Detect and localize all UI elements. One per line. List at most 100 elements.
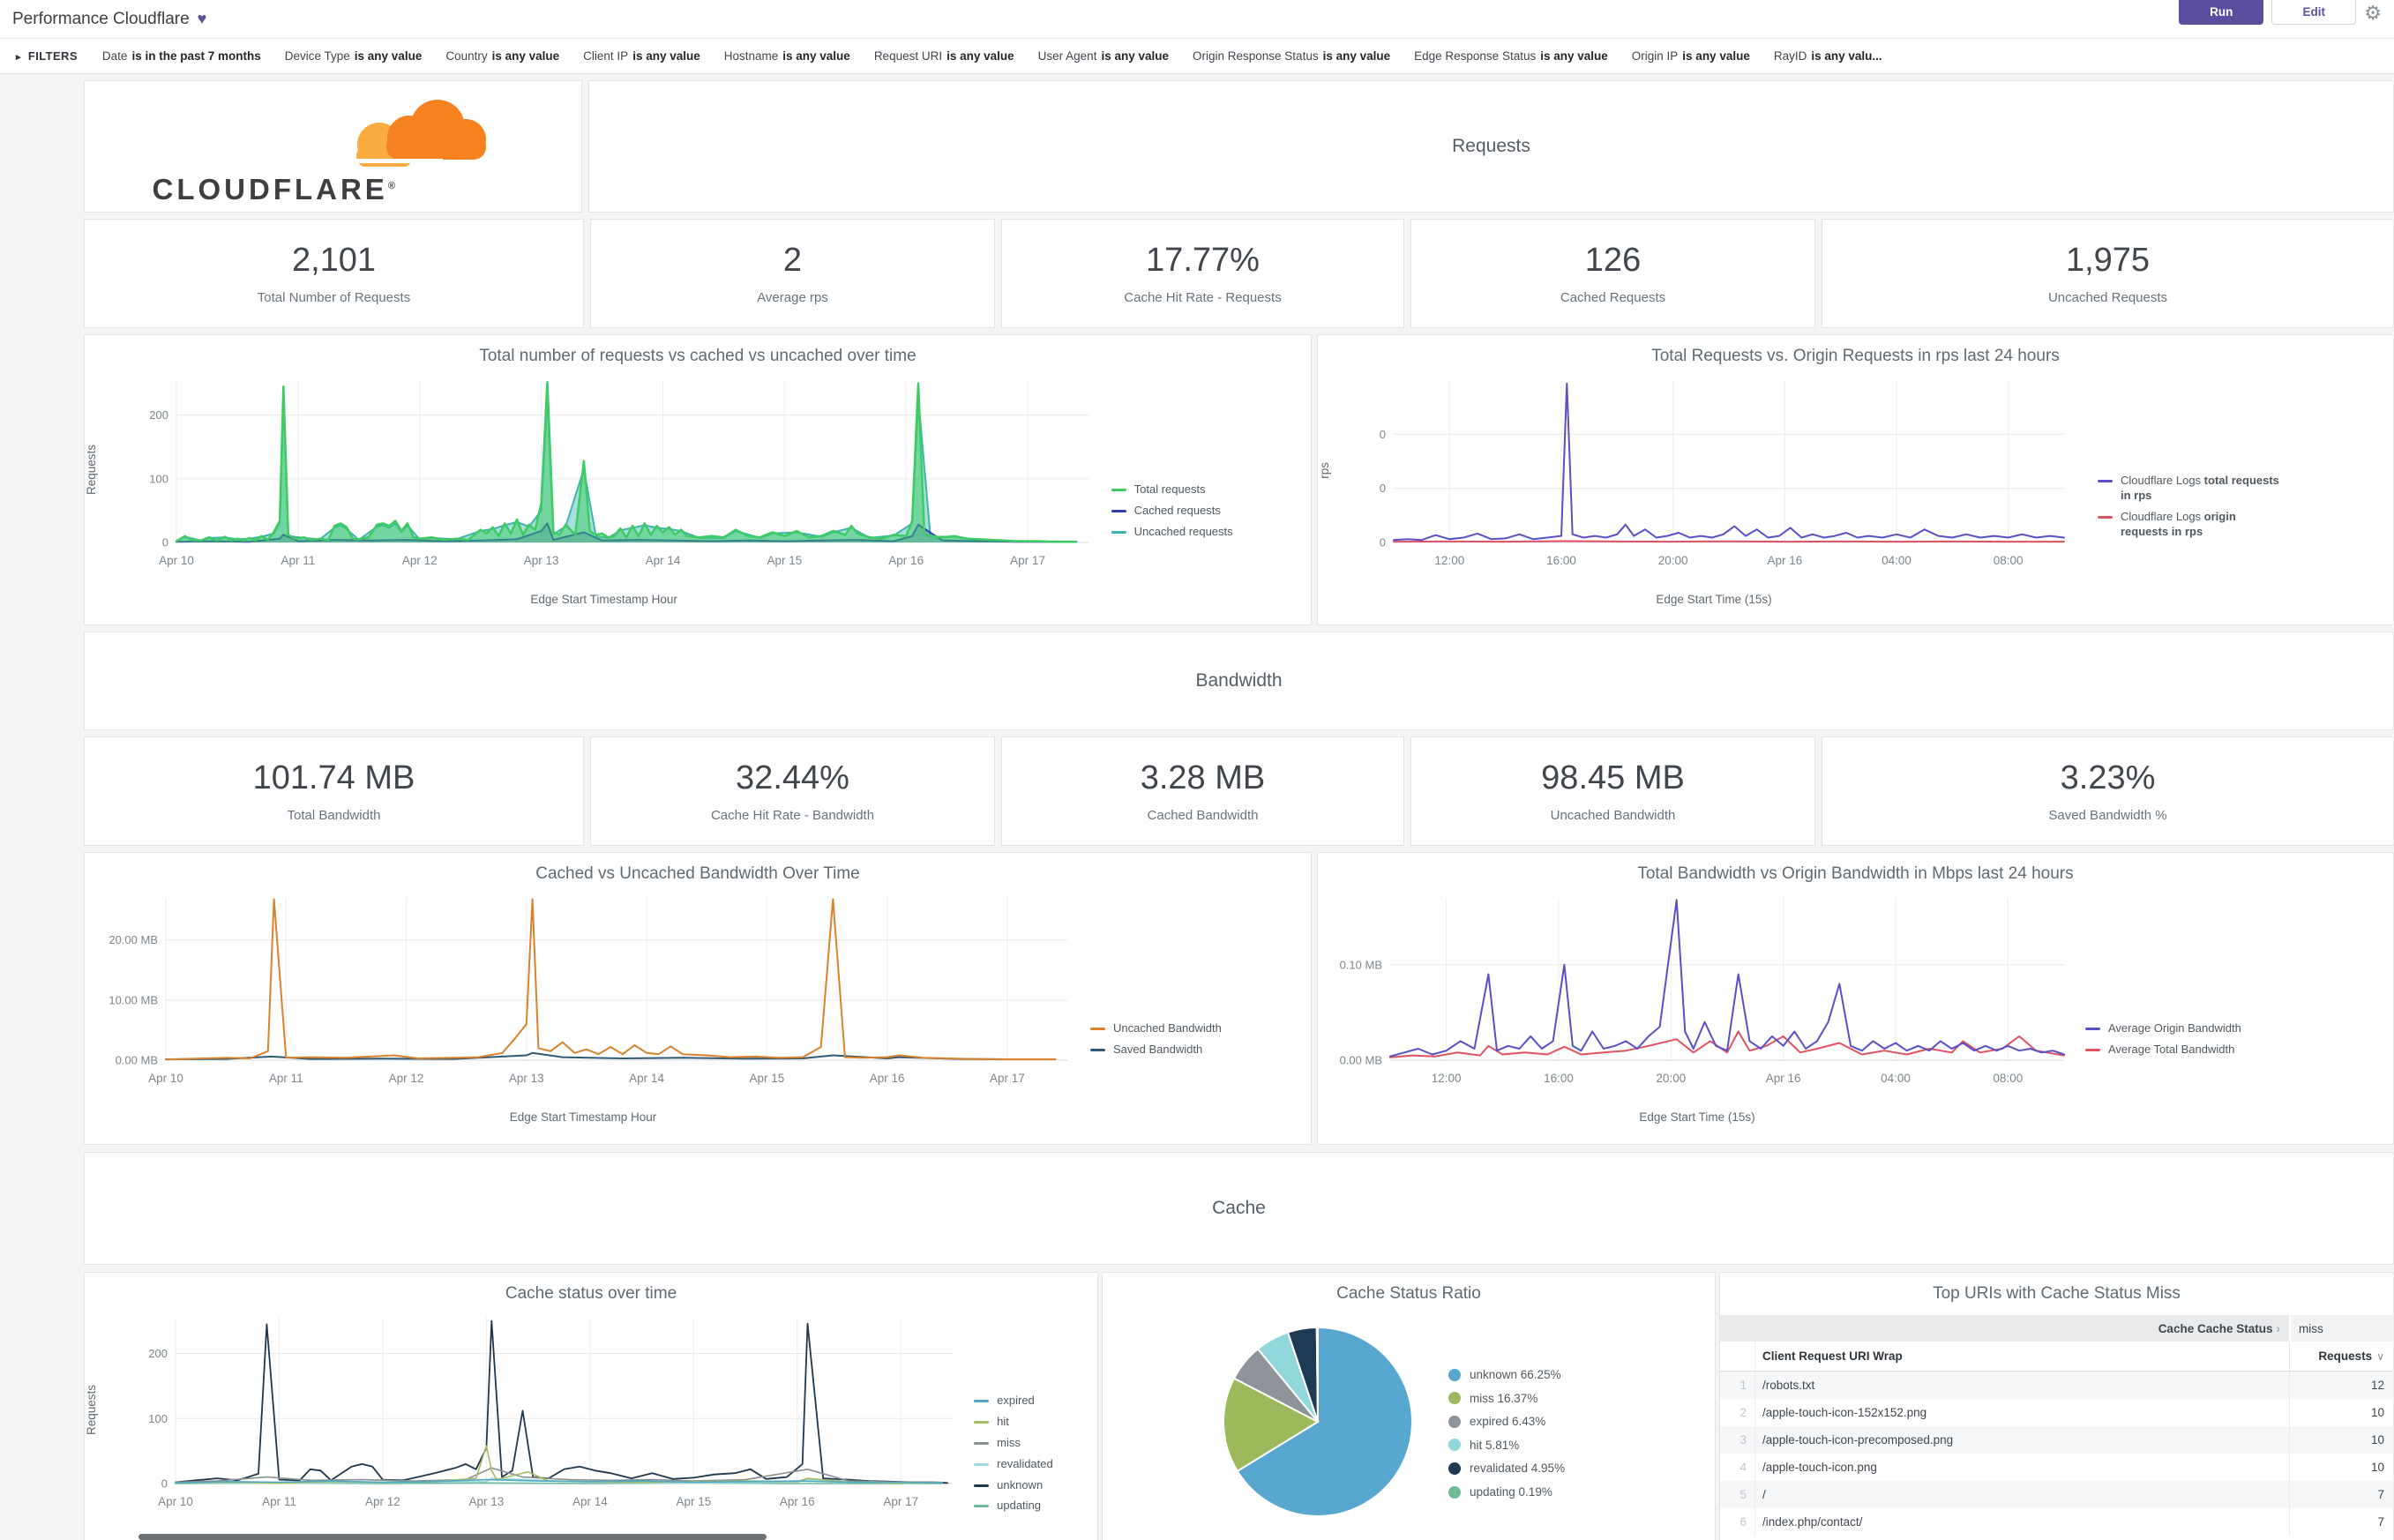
legend-item[interactable]: updating 0.19% bbox=[1448, 1484, 1565, 1500]
legend-item[interactable]: miss 16.37% bbox=[1448, 1391, 1565, 1407]
legend-item[interactable]: updating bbox=[974, 1499, 1097, 1514]
kpi-label: Cache Hit Rate - Requests bbox=[1124, 290, 1282, 305]
kpi-value: 3.28 MB bbox=[1140, 759, 1266, 796]
filter-rayid[interactable]: RayID is any valu... bbox=[1773, 49, 1882, 63]
legend-item[interactable]: unknown bbox=[974, 1478, 1097, 1493]
chart-title: Cache Status Ratio bbox=[1336, 1284, 1481, 1303]
svg-text:0: 0 bbox=[161, 536, 168, 549]
svg-text:12:00: 12:00 bbox=[1432, 1072, 1462, 1085]
row-number-column-header bbox=[1720, 1342, 1755, 1371]
svg-text:0.00 MB: 0.00 MB bbox=[1340, 1054, 1382, 1067]
table-row[interactable]: 4 /apple-touch-icon.png 10 bbox=[1720, 1454, 2393, 1481]
legend-item[interactable]: Uncached Bandwidth bbox=[1090, 1021, 1298, 1036]
x-axis-label: Edge Start Timestamp Hour bbox=[530, 593, 677, 606]
y-axis-label: Requests bbox=[85, 1385, 98, 1436]
row-number: 3 bbox=[1720, 1426, 1755, 1454]
horizontal-scrollbar[interactable] bbox=[138, 1534, 767, 1540]
legend-label: Average Origin Bandwidth bbox=[2108, 1021, 2241, 1035]
legend-swatch bbox=[974, 1505, 990, 1508]
chart-canvas: 12:00 16:00 20:00 Apr 16 04:00 08:00 0.00 MB 0.… bbox=[1340, 898, 2065, 1085]
kpi-value: 101.74 MB bbox=[252, 759, 415, 796]
svg-text:08:00: 08:00 bbox=[1993, 1072, 2023, 1085]
legend-label: updating 0.19% bbox=[1470, 1484, 1552, 1499]
legend-item[interactable]: Uncached requests bbox=[1111, 525, 1311, 540]
pie-legend: unknown 66.25% miss 16.37% expired 6.43% hi… bbox=[1448, 1307, 1565, 1507]
legend-item[interactable]: Cached requests bbox=[1111, 504, 1311, 519]
legend-item[interactable]: Average Total Bandwidth bbox=[2085, 1043, 2284, 1058]
legend-item[interactable]: Average Origin Bandwidth bbox=[2085, 1021, 2284, 1036]
kpi-saved-bandwidth-pct: 3.23% Saved Bandwidth % bbox=[1822, 736, 2394, 846]
filter-origin-ip[interactable]: Origin IP is any value bbox=[1631, 49, 1750, 63]
x-axis-label: Edge Start Time (15s) bbox=[1639, 1110, 1755, 1124]
requests-column-header[interactable]: Requests ∨ bbox=[2289, 1342, 2393, 1371]
svg-text:Apr 15: Apr 15 bbox=[749, 1072, 784, 1085]
chart-canvas: Apr 10 Apr 11 Apr 12 Apr 13 Apr 14 Apr 15 Apr … bbox=[149, 380, 1089, 567]
uri-column-header[interactable]: Client Request URI Wrap bbox=[1762, 1349, 1903, 1363]
cloudflare-cloud-icon bbox=[348, 99, 486, 171]
svg-text:Apr 14: Apr 14 bbox=[645, 554, 680, 567]
legend-label: miss bbox=[997, 1435, 1021, 1449]
kpi-value: 2 bbox=[782, 242, 803, 279]
filter-hostname[interactable]: Hostname is any value bbox=[723, 49, 850, 63]
svg-text:0: 0 bbox=[161, 1477, 168, 1491]
gear-icon[interactable]: ⚙ bbox=[2364, 2, 2382, 24]
logo-tile: CLOUDFLARE® bbox=[84, 80, 582, 213]
table-title: Top URIs with Cache Status Miss bbox=[1933, 1284, 2181, 1303]
filter-date[interactable]: Date is in the past 7 months bbox=[101, 49, 261, 63]
svg-text:Apr 10: Apr 10 bbox=[148, 1072, 183, 1085]
table-row[interactable]: 1 /robots.txt 12 bbox=[1720, 1372, 2393, 1399]
legend-swatch bbox=[1111, 489, 1126, 491]
table-row[interactable]: 5 / 7 bbox=[1720, 1481, 2393, 1508]
filter-user-agent[interactable]: User Agent is any value bbox=[1037, 49, 1169, 63]
filters-toggle[interactable]: ▸ FILTERS bbox=[16, 49, 78, 63]
kpi-label: Cache Hit Rate - Bandwidth bbox=[710, 808, 875, 823]
legend-item[interactable]: Total requests bbox=[1111, 482, 1311, 497]
filter-country[interactable]: Country is any value bbox=[445, 49, 560, 63]
legend-item[interactable]: hit 5.81% bbox=[1448, 1438, 1565, 1454]
pivot-header[interactable]: Cache Cache Status › bbox=[2158, 1321, 2280, 1335]
filter-device-type[interactable]: Device Type is any value bbox=[284, 49, 423, 63]
kpi-label: Cached Bandwidth bbox=[1147, 808, 1259, 823]
svg-text:0.00 MB: 0.00 MB bbox=[116, 1054, 158, 1067]
filter-client-ip[interactable]: Client IP is any value bbox=[583, 49, 700, 63]
legend-item[interactable]: Cloudflare Logs total requests in rps bbox=[2098, 474, 2287, 504]
row-requests: 10 bbox=[2289, 1399, 2393, 1426]
legend-item[interactable]: revalidated bbox=[974, 1457, 1097, 1472]
legend-item[interactable]: expired bbox=[974, 1394, 1097, 1409]
page-title: Performance Cloudflare bbox=[12, 9, 190, 28]
legend-swatch bbox=[1448, 1485, 1461, 1499]
header-actions: Run Edit ⚙ bbox=[2179, 0, 2382, 25]
filter-request-uri[interactable]: Request URI is any value bbox=[873, 49, 1014, 63]
legend-swatch bbox=[1448, 1392, 1461, 1405]
legend-swatch bbox=[974, 1420, 990, 1424]
row-uri: /index.php/contact/ bbox=[1762, 1515, 1863, 1529]
kpi-label: Saved Bandwidth % bbox=[2048, 808, 2167, 823]
legend-item[interactable]: hit bbox=[974, 1415, 1097, 1430]
filter-edge-response-status[interactable]: Edge Response Status is any value bbox=[1414, 49, 1608, 63]
edit-button[interactable]: Edit bbox=[2271, 0, 2357, 25]
kpi-value: 3.23% bbox=[2060, 759, 2156, 796]
kpi-value: 32.44% bbox=[736, 759, 849, 796]
table-row[interactable]: 3 /apple-touch-icon-precomposed.png 10 bbox=[1720, 1426, 2393, 1454]
legend-item[interactable]: Cloudflare Logs origin requests in rps bbox=[2098, 510, 2287, 540]
table-row[interactable]: 6 /index.php/contact/ 7 bbox=[1720, 1508, 2393, 1536]
svg-text:Apr 11: Apr 11 bbox=[262, 1495, 296, 1508]
table-row[interactable]: 2 /apple-touch-icon-152x152.png 10 bbox=[1720, 1399, 2393, 1426]
filter-origin-response-status[interactable]: Origin Response Status is any value bbox=[1193, 49, 1391, 63]
svg-text:Apr 17: Apr 17 bbox=[990, 1072, 1025, 1085]
svg-text:Apr 16: Apr 16 bbox=[1766, 1072, 1801, 1085]
svg-text:0: 0 bbox=[1380, 428, 1386, 441]
legend-item[interactable]: revalidated 4.95% bbox=[1448, 1461, 1565, 1476]
run-button[interactable]: Run bbox=[2179, 0, 2264, 25]
svg-text:Apr 10: Apr 10 bbox=[159, 554, 194, 567]
svg-text:10.00 MB: 10.00 MB bbox=[108, 993, 158, 1006]
chart-bandwidth-last-24-hours: Total Bandwidth vs Origin Bandwidth in M… bbox=[1317, 852, 2394, 1145]
legend-item[interactable]: Saved Bandwidth bbox=[1090, 1043, 1298, 1058]
svg-text:Apr 13: Apr 13 bbox=[523, 554, 558, 567]
legend-item[interactable]: expired 6.43% bbox=[1448, 1414, 1565, 1430]
legend-label: Cached requests bbox=[1133, 503, 1221, 517]
legend-item[interactable]: miss bbox=[974, 1436, 1097, 1451]
kpi-uncached-bandwidth: 98.45 MB Uncached Bandwidth bbox=[1410, 736, 1815, 846]
legend-item[interactable]: unknown 66.25% bbox=[1448, 1367, 1565, 1383]
svg-text:Apr 15: Apr 15 bbox=[767, 554, 802, 567]
